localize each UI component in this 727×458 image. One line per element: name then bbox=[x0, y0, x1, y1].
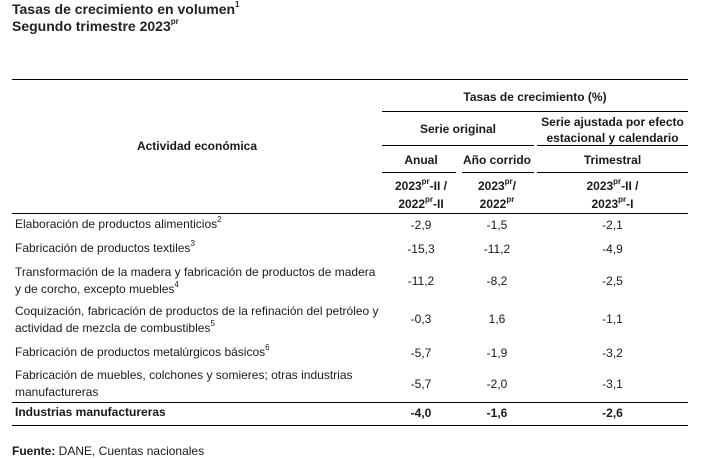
sub-rule-ytd bbox=[462, 172, 534, 173]
table-row: Elaboración de productos alimenticios2 bbox=[15, 215, 222, 232]
table-row: Fabricación de productos metalúrgicos bá… bbox=[15, 343, 270, 360]
value-annual: -5,7 bbox=[410, 377, 432, 391]
total-row-label: Industrias manufactureras bbox=[15, 405, 166, 419]
value-quarterly: -2,5 bbox=[602, 274, 623, 288]
table-row: Transformación de la madera y fabricació… bbox=[15, 265, 376, 296]
value-annual: -11,2 bbox=[407, 274, 435, 288]
adjusted-series-rule bbox=[537, 145, 688, 146]
header-bottom-rule bbox=[12, 213, 688, 214]
total-ytd: -1,6 bbox=[486, 406, 508, 420]
table-title: Tasas de crecimiento en volumen1 bbox=[12, 0, 240, 17]
original-series-rule bbox=[382, 145, 534, 146]
value-ytd: -1,9 bbox=[486, 346, 508, 360]
top-rule bbox=[12, 79, 688, 80]
value-quarterly: -2,1 bbox=[602, 218, 623, 232]
value-quarterly: -3,2 bbox=[602, 346, 623, 360]
value-quarterly: -1,1 bbox=[602, 312, 623, 326]
header-period-annual: 2023pr-II / 2022pr-II bbox=[394, 177, 448, 212]
value-ytd: -11,2 bbox=[483, 242, 511, 256]
header-period-quarterly: 2023pr-II / 2023pr-I bbox=[586, 177, 639, 212]
header-quarterly: Trimestral bbox=[583, 153, 642, 167]
total-top-rule bbox=[12, 402, 688, 403]
table-row: Coquización, fabricación de productos de… bbox=[15, 304, 379, 335]
header-original-series: Serie original bbox=[419, 122, 497, 136]
growth-rates-rule bbox=[382, 111, 688, 112]
header-growth-rates: Tasas de crecimiento (%) bbox=[463, 90, 607, 104]
total-annual: -4,0 bbox=[410, 406, 432, 420]
total-quarterly: -2,6 bbox=[602, 406, 623, 420]
table-subtitle: Segundo trimestre 2023pr bbox=[12, 17, 179, 34]
header-activity: Actividad económica bbox=[136, 139, 258, 153]
bottom-rule bbox=[12, 425, 688, 426]
value-annual: -5,7 bbox=[410, 346, 432, 360]
header-period-ytd: 2023pr/ 2022pr bbox=[477, 177, 517, 212]
value-annual: -2,9 bbox=[410, 218, 432, 232]
value-annual: -0,3 bbox=[410, 312, 432, 326]
value-ytd: -8,2 bbox=[486, 274, 508, 288]
value-ytd: 1,6 bbox=[488, 312, 506, 326]
value-quarterly: -3,1 bbox=[602, 377, 623, 391]
header-adjusted-series: Serie ajustada por efecto estacional y c… bbox=[541, 115, 684, 145]
value-ytd: -2,0 bbox=[486, 377, 508, 391]
header-year-to-date: Año corrido bbox=[463, 153, 531, 167]
table-row: Fabricación de productos textiles3 bbox=[15, 239, 195, 256]
source-note: Fuente: DANE, Cuentas nacionales bbox=[12, 444, 205, 458]
value-ytd: -1,5 bbox=[486, 218, 508, 232]
sub-rule-quarterly bbox=[537, 172, 688, 173]
value-annual: -15,3 bbox=[407, 242, 435, 256]
sub-rule-annual bbox=[382, 172, 456, 173]
value-quarterly: -4,9 bbox=[602, 242, 623, 256]
header-annual: Anual bbox=[404, 153, 438, 167]
table-row: Fabricación de muebles, colchones y somi… bbox=[15, 368, 353, 399]
